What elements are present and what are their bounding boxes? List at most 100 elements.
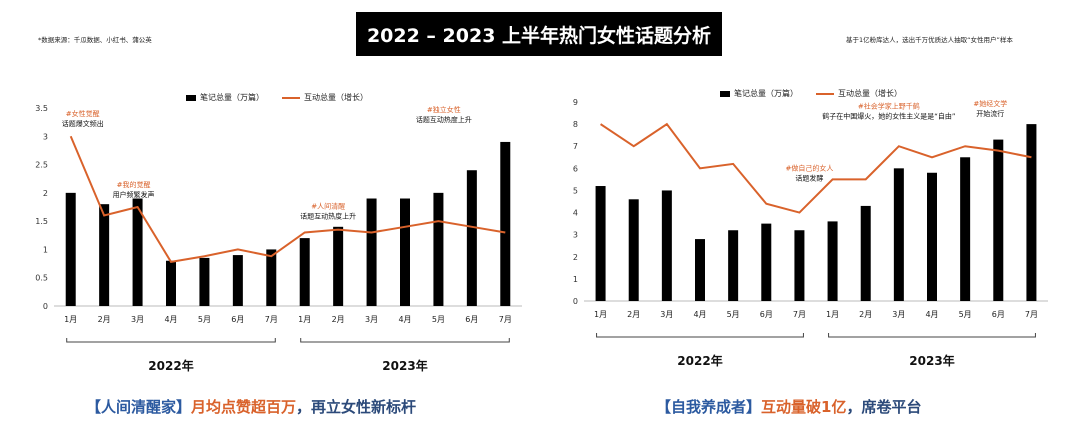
y-tick-label: 9 <box>573 98 578 107</box>
x-tick-label: 5月 <box>727 310 740 319</box>
y-tick-label: 3.5 <box>35 104 48 113</box>
right-caption-bracket: 【自我养成者】 <box>656 398 762 416</box>
legend-bar-label: 笔记总量（万篇） <box>734 88 798 98</box>
x-tick-label: 6月 <box>465 315 478 324</box>
bar <box>99 204 110 306</box>
x-tick-label: 1月 <box>594 310 607 319</box>
year-bracket <box>66 338 276 343</box>
annotation-tag: #人间清醒 <box>311 202 345 211</box>
year-label: 2022年 <box>677 353 722 368</box>
y-tick-label: 6 <box>573 164 578 173</box>
annotation-tag: #做自己的女人 <box>785 164 833 173</box>
bar <box>860 205 871 301</box>
x-tick-label: 4月 <box>164 315 177 324</box>
left-caption: 【人间清醒家】月均点赞超百万，再立女性新标杆 <box>86 396 416 417</box>
y-tick-label: 2 <box>43 189 48 198</box>
legend-bar-label: 笔记总量（万篇） <box>200 92 264 102</box>
year-bracket <box>300 338 510 343</box>
bar <box>927 172 937 301</box>
data-source-note: *数据来源：千瓜数据、小红书、蒲公英 <box>38 36 152 44</box>
x-tick-label: 6月 <box>760 310 773 319</box>
year-label: 2023年 <box>382 358 427 373</box>
bar <box>400 198 410 306</box>
year-bracket <box>596 333 804 338</box>
bar <box>761 223 772 301</box>
x-tick-label: 4月 <box>925 310 938 319</box>
bar <box>595 186 606 301</box>
bar <box>299 238 310 306</box>
bar <box>232 255 243 306</box>
annotation-tag: #社会学家上野千鹤 <box>858 102 920 111</box>
y-tick-label: 1 <box>43 245 48 254</box>
x-tick-label: 2月 <box>98 315 111 324</box>
x-tick-label: 2月 <box>627 310 640 319</box>
annotation-text: 用户频繁发声 <box>113 190 155 199</box>
bar <box>695 239 705 301</box>
bar <box>827 221 838 301</box>
right-chart: 0 1 2 3 4 5 6 7 8 9 笔记总量（万篇） 互动总量（增长） 1月 2月 3月 4月 5月 6月 7月… <box>573 88 1048 368</box>
x-tick-label: 7月 <box>793 310 806 319</box>
bar <box>433 192 444 306</box>
y-tick-label: 4 <box>573 209 578 218</box>
x-tick-label: 6月 <box>992 310 1005 319</box>
bar <box>500 141 511 306</box>
legend-line-label: 互动总量（增长） <box>838 88 902 98</box>
right-caption: 【自我养成者】互动量破1亿，席卷平台 <box>656 396 921 417</box>
x-tick-label: 6月 <box>231 315 244 324</box>
y-tick-label: 0 <box>43 302 48 311</box>
bar <box>466 170 477 306</box>
bar <box>893 168 904 301</box>
x-tick-label: 3月 <box>892 310 905 319</box>
x-tick-label: 7月 <box>1025 310 1038 319</box>
left-chart: 0 0.5 1 1.5 2 2.5 3 3.5 笔记总量（万篇） 互动总量（增长） 1月 2月 3月 4月… <box>35 92 522 373</box>
annotation-text: 话题发酵 <box>795 174 823 183</box>
bar <box>166 260 176 306</box>
legend-line-label: 互动总量（增长） <box>304 92 368 102</box>
x-tick-label: 3月 <box>365 315 378 324</box>
y-tick-label: 0.5 <box>35 274 48 283</box>
x-tick-label: 1月 <box>826 310 839 319</box>
legend-bar-swatch <box>720 91 730 97</box>
bar <box>199 257 210 306</box>
year-label: 2022年 <box>148 358 193 373</box>
year-bracket <box>828 333 1036 338</box>
left-caption-highlight: 月均点赞超百万 <box>191 398 297 416</box>
bar <box>366 198 377 306</box>
line-series <box>69 135 506 263</box>
y-tick-label: 5 <box>573 186 578 195</box>
annotation-tag: #独立女性 <box>427 105 461 114</box>
annotation-tag: #女性觉醒 <box>66 109 100 118</box>
bar <box>728 230 739 301</box>
left-caption-rest: ，再立女性新标杆 <box>296 398 417 416</box>
right-caption-rest: ，席卷平台 <box>846 398 922 416</box>
y-tick-label: 2 <box>573 253 578 262</box>
y-tick-label: 3 <box>43 132 48 141</box>
x-tick-label: 3月 <box>131 315 144 324</box>
annotation-text: 话题爆文频出 <box>62 119 104 128</box>
bar <box>993 139 1004 301</box>
y-tick-label: 7 <box>573 142 578 151</box>
bar <box>661 190 672 301</box>
annotation-text: 话题互动热度上升 <box>416 115 472 124</box>
bar <box>794 230 805 301</box>
left-caption-bracket: 【人间清醒家】 <box>86 398 192 416</box>
x-tick-label: 4月 <box>693 310 706 319</box>
page-title: 2022 – 2023 上半年热门女性话题分析 <box>356 12 722 56</box>
y-tick-label: 1.5 <box>35 217 48 226</box>
bar <box>628 199 639 301</box>
annotation-text: 话题互动热度上升 <box>300 212 356 221</box>
x-tick-label: 1月 <box>298 315 311 324</box>
annotation-tag: #我的觉醒 <box>117 180 151 189</box>
bar <box>65 192 76 306</box>
legend-bar-swatch <box>186 95 196 101</box>
x-tick-label: 1月 <box>64 315 77 324</box>
y-tick-label: 3 <box>573 231 578 240</box>
x-tick-label: 7月 <box>265 315 278 324</box>
y-tick-label: 1 <box>573 275 578 284</box>
right-caption-highlight: 互动量破1亿 <box>761 398 847 416</box>
annotation-text: 鹤子在中国爆火，她的女性主义是是“自由” <box>822 112 955 121</box>
x-tick-label: 5月 <box>432 315 445 324</box>
bar <box>132 198 143 306</box>
sample-note: 基于1亿粉库达人，选出千万优质达人抽取“女性用户”样本 <box>846 36 1013 44</box>
bar <box>266 249 277 306</box>
